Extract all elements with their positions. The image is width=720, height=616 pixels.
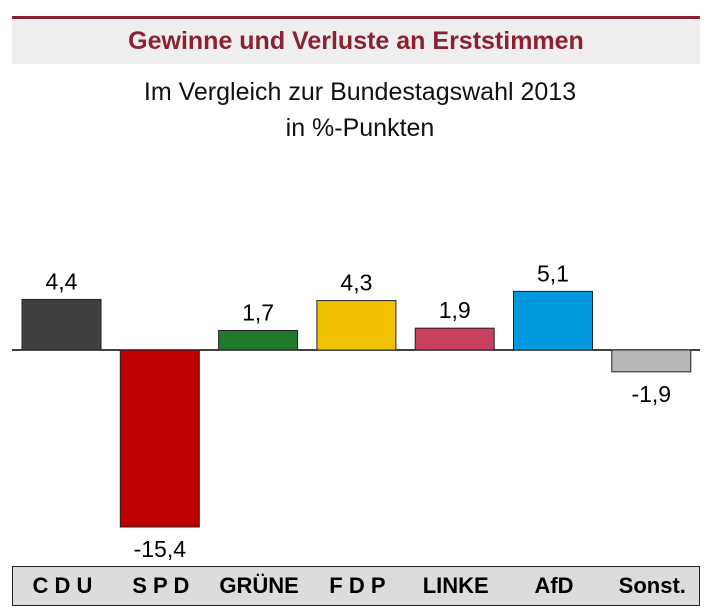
bar-6 xyxy=(513,290,593,351)
category-label-6: AfD xyxy=(534,573,574,598)
bar-4 xyxy=(316,300,397,351)
bar-chart: 4,4 -15,4 1,7 4,3 1,9 5,1 -1,9 xyxy=(12,260,700,562)
chart-subtitle-line2: in %-Punkten xyxy=(285,114,435,142)
chart-title: Gewinne und Verluste an Erststimmen xyxy=(128,27,584,55)
chart-subtitle-line1: Im Vergleich zur Bundestagswahl 2013 xyxy=(143,78,577,106)
category-label-1: C D U xyxy=(32,573,93,598)
data-label-2: -15,4 xyxy=(134,536,187,562)
category-label-7: Sonst. xyxy=(618,573,686,598)
category-axis-bar: C D U S P D GRÜNE F D P LINKE AfD Sonst. xyxy=(12,566,700,606)
bar-7 xyxy=(611,349,692,373)
bar-3 xyxy=(218,329,299,351)
category-label-3: GRÜNE xyxy=(219,573,299,598)
bar-1 xyxy=(21,298,102,351)
data-label-1: 4,4 xyxy=(46,268,78,294)
category-label-5: LINKE xyxy=(422,573,489,598)
data-label-6: 5,1 xyxy=(537,260,569,286)
chart-title-banner: Gewinne und Verluste an Erststimmen xyxy=(12,16,700,64)
data-label-4: 4,3 xyxy=(340,270,372,296)
category-label-4: F D P xyxy=(329,573,386,598)
data-label-7: -1,9 xyxy=(631,381,671,407)
bar-2 xyxy=(119,349,200,528)
data-label-5: 1,9 xyxy=(439,297,471,323)
data-label-3: 1,7 xyxy=(242,299,274,325)
category-label-2: S P D xyxy=(132,573,190,598)
bar-5 xyxy=(414,327,495,351)
